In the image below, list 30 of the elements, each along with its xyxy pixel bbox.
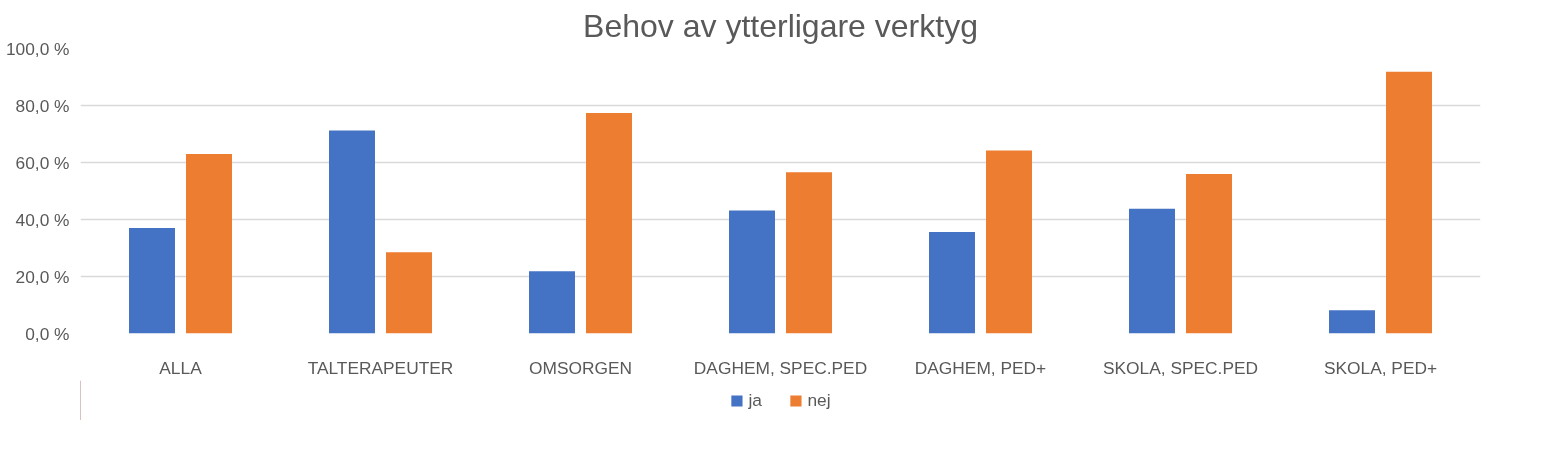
bar <box>129 228 175 334</box>
chart-title: Behov av ytterligare verktyg <box>583 7 978 44</box>
bar <box>1186 173 1232 334</box>
y-tick-label: 80,0 % <box>15 95 70 116</box>
legend-label: nej <box>807 389 831 411</box>
x-tick-label: OMSORGEN <box>528 357 633 378</box>
bar <box>329 130 375 334</box>
x-tick-label: SKOLA, PED+ <box>1323 357 1438 378</box>
legend-label: ja <box>748 389 763 411</box>
x-tick-label: SKOLA, SPEC.PED <box>1102 357 1259 378</box>
x-tick-label: TALTERAPEUTER <box>307 357 454 378</box>
y-tick-label: 100,0 % <box>5 38 70 59</box>
bar <box>529 271 575 334</box>
y-tick-label: 60,0 % <box>15 152 70 173</box>
y-tick-label: 0,0 % <box>25 323 70 344</box>
y-tick-label: 20,0 % <box>15 266 70 287</box>
bar <box>186 153 232 334</box>
bar <box>586 112 632 334</box>
bar <box>929 232 975 334</box>
bar <box>1329 310 1375 334</box>
bar <box>986 150 1032 334</box>
bar <box>1129 208 1175 334</box>
bar <box>386 252 432 334</box>
x-tick-label: ALLA <box>159 357 203 378</box>
bar <box>729 210 775 334</box>
bar <box>1386 71 1432 334</box>
x-tick-label: DAGHEM, PED+ <box>914 357 1047 378</box>
y-tick-label: 40,0 % <box>15 209 70 230</box>
x-tick-label: DAGHEM, SPEC.PED <box>693 357 868 378</box>
bar <box>786 172 832 334</box>
